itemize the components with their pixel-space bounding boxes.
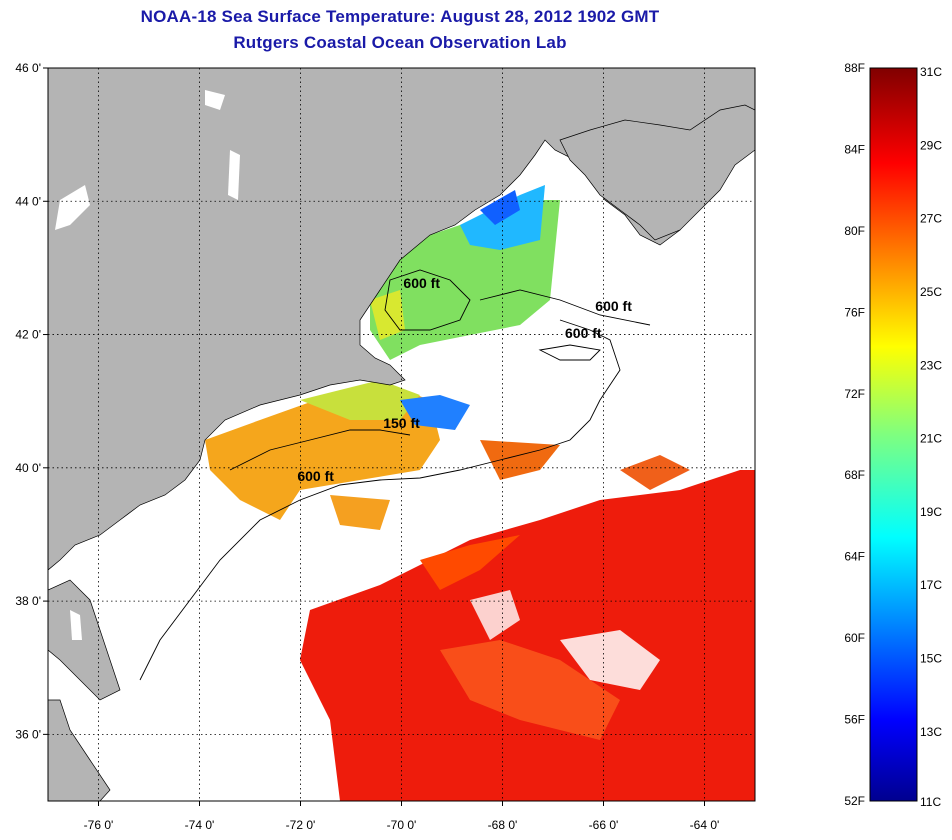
- contour-label: 600 ft: [403, 275, 440, 291]
- colorbar-c-label: 25C: [920, 285, 942, 299]
- colorbar-c-label: 23C: [920, 358, 942, 372]
- colorbar-f-label: 52F: [844, 794, 865, 808]
- colorbar-c-label: 29C: [920, 138, 942, 152]
- lat-label: 42 0': [15, 328, 41, 342]
- colorbar-f-label: 84F: [844, 142, 865, 156]
- colorbar-f-label: 68F: [844, 468, 865, 482]
- lon-label: -76 0': [84, 818, 114, 832]
- colorbar-c-label: 11C: [920, 795, 941, 809]
- colorbar-f-label: 80F: [844, 224, 865, 238]
- map-subtitle: Rutgers Coastal Ocean Observation Lab: [233, 33, 567, 52]
- lat-label: 40 0': [15, 461, 41, 475]
- lon-label: -68 0': [488, 818, 518, 832]
- colorbar-c-label: 15C: [920, 651, 942, 665]
- contour-label: 600 ft: [297, 468, 334, 484]
- colorbar-c-label: 19C: [920, 505, 942, 519]
- contour-label: 150 ft: [383, 415, 420, 431]
- sst-shelf-warm: [205, 380, 440, 530]
- depth-contours: [139, 269, 651, 681]
- lon-label: -70 0': [387, 818, 417, 832]
- lon-label: -72 0': [286, 818, 316, 832]
- colorbar-f-label: 72F: [844, 387, 865, 401]
- colorbar-c-label: 17C: [920, 578, 942, 592]
- colorbar-c-label: 21C: [920, 432, 942, 446]
- axis-ticks: [43, 67, 705, 806]
- graticule: [48, 68, 755, 801]
- lat-label: 46 0': [15, 61, 41, 75]
- land: [48, 68, 755, 801]
- lat-label: 36 0': [15, 727, 41, 741]
- colorbar-fahrenheit-labels: 88F 84F 80F 76F 72F 68F 64F 60F 56F 52F: [844, 61, 865, 808]
- map-title: NOAA-18 Sea Surface Temperature: August …: [140, 7, 660, 26]
- colorbar-f-label: 64F: [844, 550, 865, 564]
- colorbar-c-label: 27C: [920, 212, 942, 226]
- lat-label: 38 0': [15, 594, 41, 608]
- colorbar-f-label: 56F: [844, 713, 865, 727]
- lat-label: 44 0': [15, 194, 41, 208]
- lon-label: -66 0': [589, 818, 619, 832]
- longitude-labels: -76 0' -74 0' -72 0' -70 0' -68 0' -66 0' -64 …: [84, 818, 720, 832]
- contour-labels: 600 ft 600 ft 600 ft 150 ft 600 ft: [297, 275, 632, 484]
- colorbar-f-label: 76F: [844, 305, 865, 319]
- colorbar-celsius-labels: 31C 29C 27C 25C 23C 21C 19C 17C 15C 13C 11C: [920, 65, 942, 809]
- contour-label: 600 ft: [595, 298, 632, 314]
- lon-label: -74 0': [185, 818, 215, 832]
- colorbar-c-label: 31C: [920, 65, 942, 79]
- colorbar: [869, 67, 918, 802]
- lakes: [55, 90, 240, 640]
- sst-warm-offshore: [300, 440, 755, 801]
- latitude-labels: 46 0' 44 0' 42 0' 40 0' 38 0' 36 0': [15, 61, 41, 741]
- colorbar-f-label: 88F: [844, 61, 865, 75]
- colorbar-f-label: 60F: [844, 631, 865, 645]
- colorbar-c-label: 13C: [920, 725, 942, 739]
- lon-label: -64 0': [690, 818, 720, 832]
- contour-label: 600 ft: [565, 325, 602, 341]
